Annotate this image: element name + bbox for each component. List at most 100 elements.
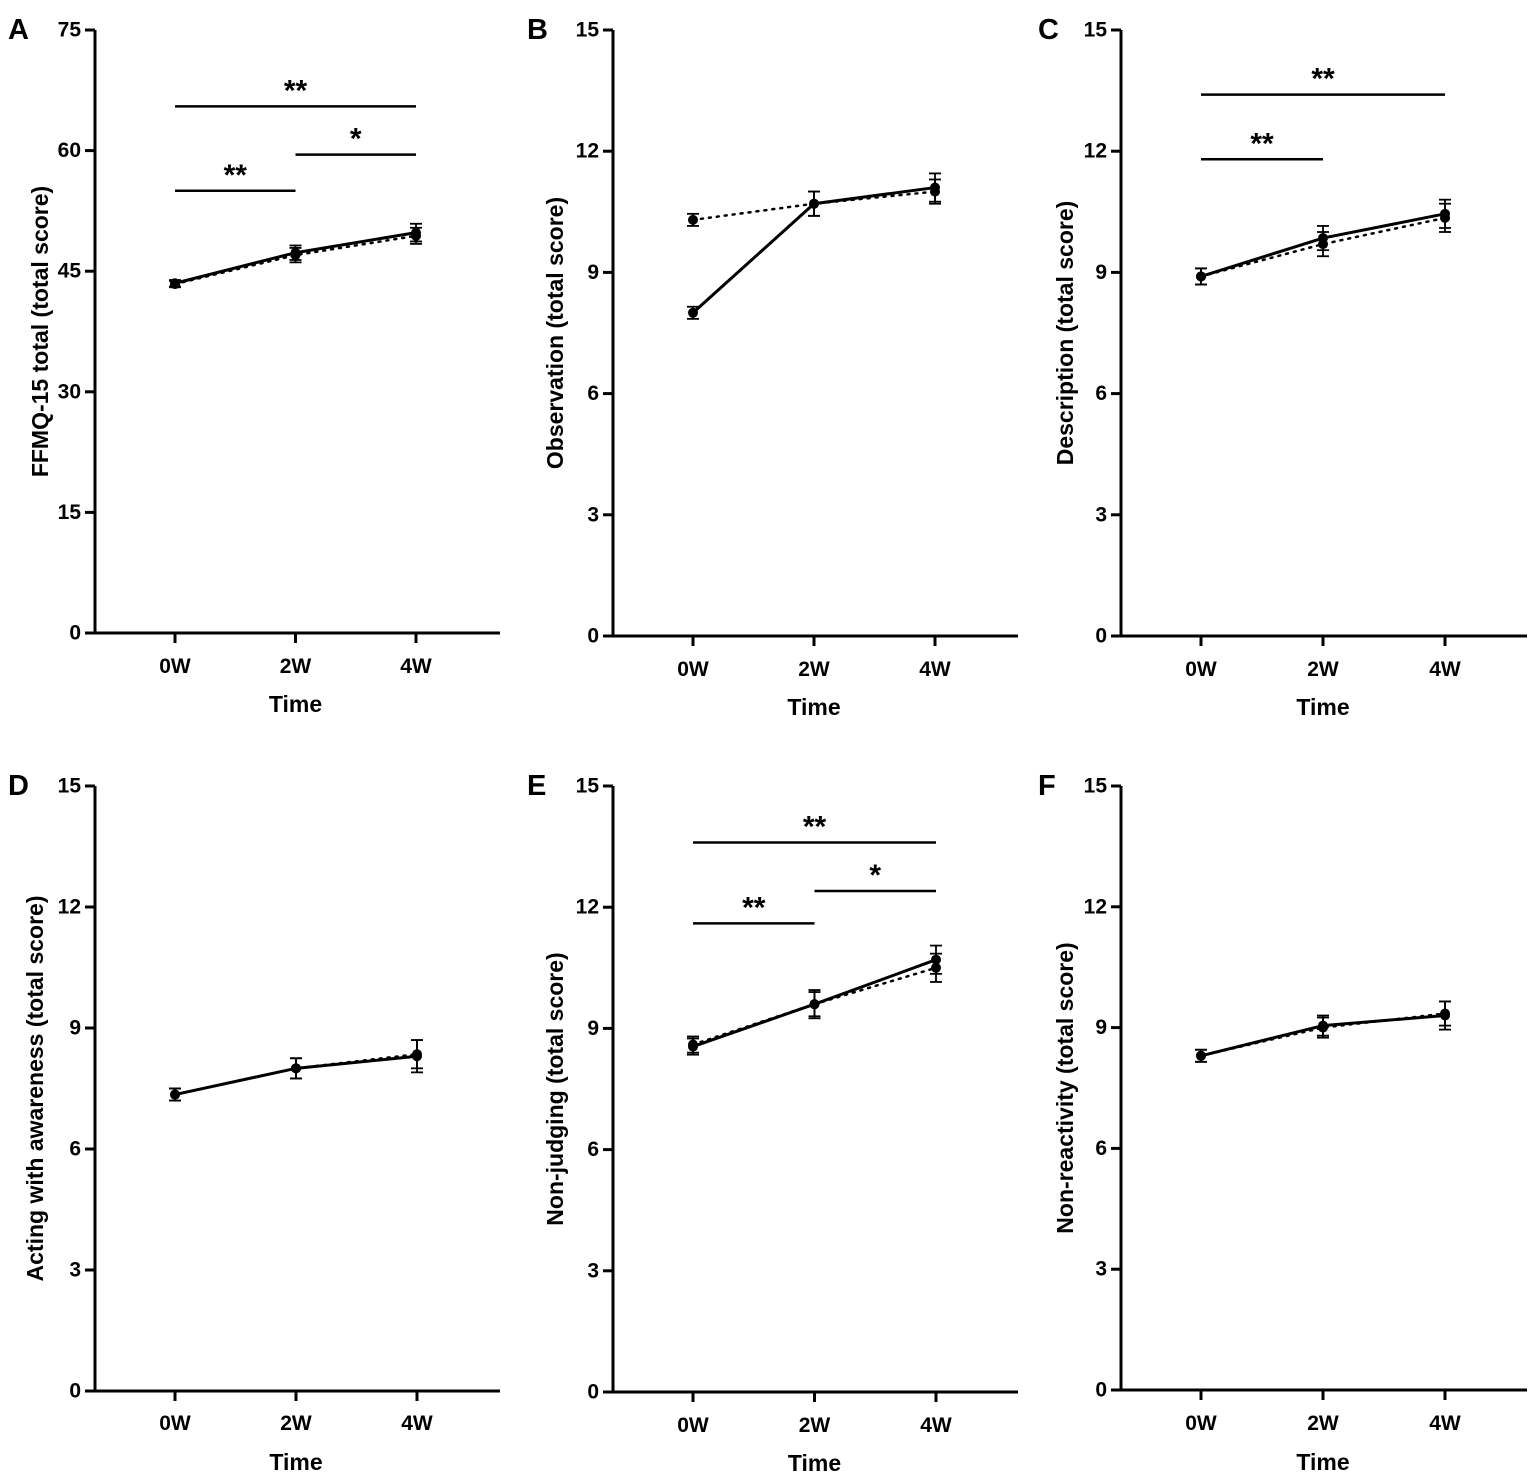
y-tick-label: 3 (587, 1259, 599, 1282)
panel-b: B 0 3 6 9 12 15 0W 2W 4W Time Observation (total sc… (527, 14, 1018, 720)
y-tick-label: 12 (576, 140, 599, 163)
x-tick-label: 0W (677, 658, 709, 681)
significance-label: * (869, 859, 881, 892)
y-tick-label: 3 (69, 1259, 81, 1282)
data-point (290, 247, 301, 258)
significance-label: * (350, 123, 362, 156)
y-tick-label: 60 (58, 139, 81, 162)
x-tick-label: 2W (280, 655, 312, 678)
x-tick-label: 0W (1185, 658, 1217, 681)
y-axis-title: Non-judging (total score) (542, 952, 568, 1225)
y-tick-label: 0 (587, 1381, 599, 1404)
y-axis-title: Description (total score) (1052, 201, 1078, 466)
data-point (1196, 271, 1206, 282)
y-axis-title: Acting with awareness (total score) (22, 896, 48, 1282)
panel-letter: D (8, 770, 29, 802)
y-tick-label: 0 (587, 625, 599, 648)
x-tick-label: 0W (1185, 1412, 1217, 1435)
y-tick-label: 0 (69, 622, 81, 645)
data-point (170, 278, 180, 289)
panel-letter: E (527, 770, 546, 802)
panel-f: F 0 3 6 9 12 15 0W 2W 4W Time Non-reactivity (total… (1038, 770, 1527, 1475)
y-tick-label: 6 (1095, 382, 1107, 405)
data-point (170, 1089, 180, 1100)
panel-letter: F (1038, 770, 1056, 802)
y-tick-label: 0 (69, 1380, 81, 1403)
x-tick-label: 0W (159, 655, 191, 678)
y-tick-label: 12 (58, 896, 81, 919)
x-axis-title: Time (269, 1449, 322, 1475)
y-tick-label: 9 (1095, 261, 1107, 284)
y-tick-label: 6 (587, 1138, 599, 1161)
y-tick-label: 6 (69, 1138, 81, 1161)
panel-letter: C (1038, 14, 1059, 46)
x-tick-label: 4W (400, 655, 432, 678)
data-point (291, 1063, 301, 1074)
data-point (930, 182, 940, 193)
series-line-dotted (1199, 216, 1447, 278)
x-tick-label: 2W (798, 658, 830, 681)
x-tick-label: 0W (159, 1412, 191, 1435)
y-axis-title: Non-reactivity (total score) (1052, 942, 1078, 1233)
significance-label: ** (742, 891, 766, 924)
data-point (688, 307, 698, 318)
y-tick-label: 75 (58, 19, 82, 42)
y-tick-label: 12 (1084, 140, 1107, 163)
x-tick-label: 0W (677, 1414, 709, 1437)
x-axis-title: Time (788, 1450, 841, 1476)
x-tick-label: 2W (799, 1414, 831, 1437)
significance-label: ** (1250, 127, 1274, 160)
y-tick-label: 15 (1084, 19, 1108, 42)
y-tick-label: 15 (1084, 775, 1108, 798)
data-point (688, 214, 698, 225)
y-tick-label: 9 (587, 261, 599, 284)
y-tick-label: 0 (1095, 625, 1107, 648)
y-tick-label: 45 (58, 260, 82, 283)
y-tick-label: 15 (576, 775, 600, 798)
data-point (688, 1041, 698, 1052)
x-tick-label: 4W (919, 658, 951, 681)
y-tick-label: 15 (576, 19, 600, 42)
x-tick-label: 4W (1429, 1412, 1461, 1435)
y-tick-label: 12 (576, 896, 599, 919)
y-tick-label: 3 (1095, 503, 1107, 526)
y-tick-label: 0 (1095, 1379, 1107, 1402)
x-axis-title: Time (1296, 694, 1349, 720)
data-point (411, 227, 421, 238)
x-tick-label: 2W (1307, 1412, 1339, 1435)
x-axis-title: Time (787, 694, 840, 720)
panel-letter: B (527, 14, 548, 46)
y-tick-label: 3 (587, 503, 599, 526)
data-point (1196, 1050, 1206, 1061)
y-tick-label: 15 (58, 775, 82, 798)
panel-d: D 0 3 6 9 12 15 0W 2W 4W Time Acting with awareness… (8, 770, 500, 1475)
y-tick-label: 9 (1095, 1016, 1107, 1039)
significance-label: ** (1311, 63, 1335, 96)
y-tick-label: 6 (587, 382, 599, 405)
x-tick-label: 4W (1429, 658, 1461, 681)
panel-a: A 0 15 30 45 60 75 0W 2W 4W Time FFMQ-15 total (tot… (8, 14, 500, 717)
panel-letter: A (8, 14, 29, 46)
y-tick-label: 30 (58, 380, 81, 403)
significance-label: ** (803, 811, 827, 844)
data-point (1318, 1020, 1328, 1031)
panel-c: C 0 3 6 9 12 15 0W 2W 4W Time Description (total sc… (1038, 14, 1527, 720)
data-point (1440, 1010, 1450, 1021)
data-point (1440, 208, 1450, 219)
data-point (809, 198, 819, 209)
y-tick-label: 9 (69, 1017, 81, 1040)
y-tick-label: 15 (58, 501, 82, 524)
y-tick-label: 3 (1095, 1258, 1107, 1281)
data-point (809, 999, 820, 1010)
x-tick-label: 2W (280, 1412, 312, 1435)
panel-e: E 0 3 6 9 12 15 0W 2W 4W Time Non-judging (total sc… (527, 770, 1018, 1476)
x-tick-label: 2W (1307, 658, 1339, 681)
y-tick-label: 12 (1084, 895, 1107, 918)
y-axis-title: Observation (total score) (542, 197, 568, 469)
x-tick-label: 4W (401, 1412, 433, 1435)
significance-label: ** (224, 159, 248, 192)
x-axis-title: Time (1296, 1449, 1349, 1475)
y-axis-title: FFMQ-15 total (total score) (27, 186, 53, 477)
significance-label: ** (284, 74, 308, 107)
